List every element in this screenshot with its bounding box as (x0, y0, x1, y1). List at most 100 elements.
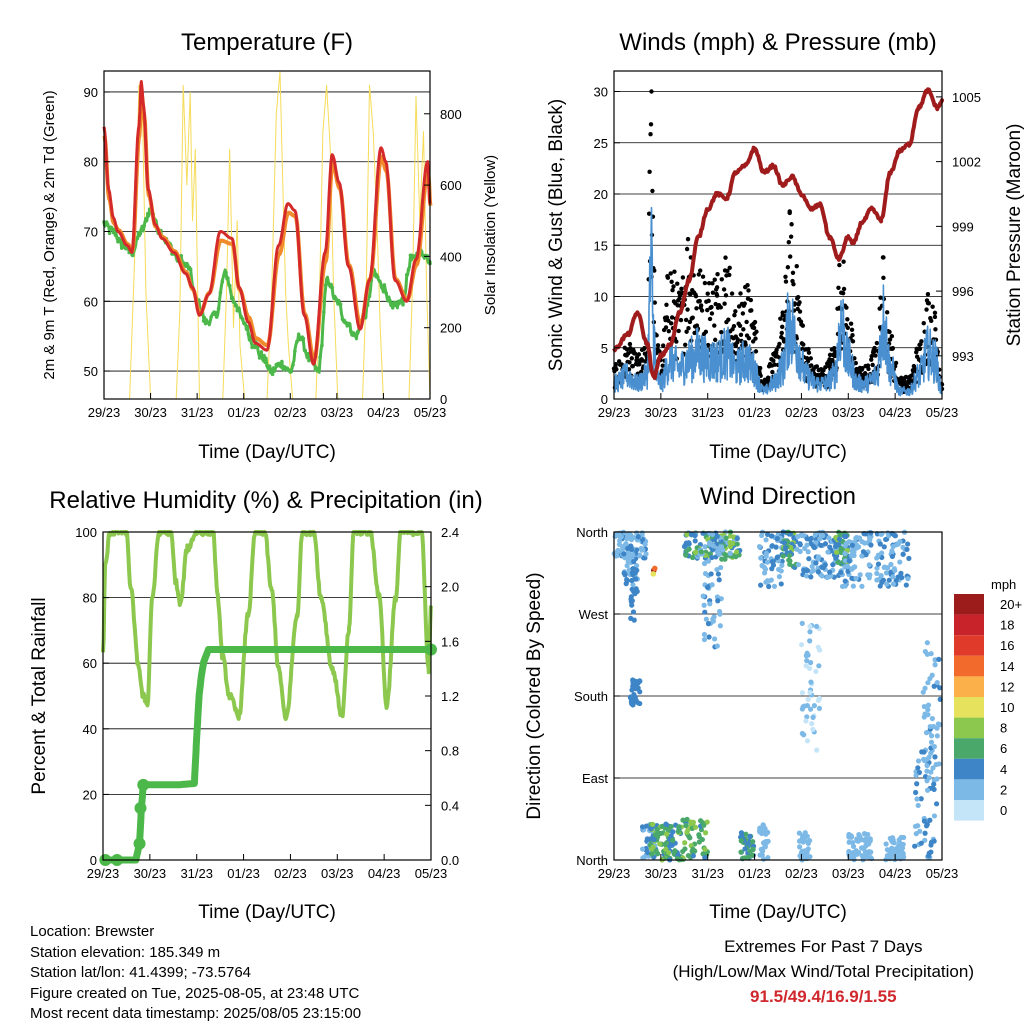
direction-point (702, 571, 709, 577)
gust-point (723, 293, 729, 298)
gust-point (801, 342, 806, 347)
direction-point (927, 817, 933, 823)
direction-point (814, 747, 820, 753)
temperature-x-ticks: 29/23 30/23 31/23 01/23 02/23 03/23 04/23 05/23 (88, 393, 446, 420)
dewpoint-point (338, 302, 343, 307)
x-tick-label: 04/23 (368, 866, 401, 881)
direction-point (853, 575, 859, 582)
x-tick-label: 04/23 (879, 866, 912, 881)
direction-point (646, 836, 653, 842)
direction-point (827, 544, 833, 550)
gust-point (814, 364, 820, 369)
temp-9m-line (102, 92, 433, 362)
direction-point (702, 544, 708, 550)
direction-point (712, 636, 718, 642)
direction-point (816, 695, 823, 701)
direction-point (634, 588, 640, 595)
direction-point (727, 550, 733, 557)
direction-point (846, 834, 852, 840)
direction-point (643, 823, 650, 829)
direction-point (683, 822, 689, 829)
gust-point (852, 356, 857, 361)
dewpoint-point (381, 289, 386, 294)
x-tick-label: 03/23 (832, 866, 865, 881)
dewpoint-point (246, 332, 251, 336)
gust-point (652, 268, 657, 273)
gust-point (823, 365, 828, 370)
direction-point (708, 571, 714, 577)
direction-point (756, 544, 763, 550)
direction-point (807, 689, 813, 696)
legend-label: 14 (1000, 659, 1014, 674)
direction-point (787, 558, 793, 564)
gust-point (889, 334, 895, 339)
y2-tick-label: 1002 (952, 155, 981, 170)
direction-point (921, 818, 927, 824)
direction-point (795, 562, 802, 568)
gust-point (671, 284, 676, 289)
precip-point (134, 802, 147, 815)
y-tick-label: North (576, 525, 608, 540)
direction-point (890, 581, 897, 587)
direction-point (686, 546, 692, 552)
x-tick-label: 29/23 (598, 405, 631, 420)
gust-point (731, 323, 737, 329)
gust-point (699, 308, 705, 313)
dewpoint-point (280, 359, 284, 364)
gust-point (630, 364, 635, 369)
dewpoint-point (144, 216, 148, 221)
direction-point (890, 574, 896, 580)
gust-point (727, 272, 732, 278)
direction-point (763, 840, 769, 847)
gust-point (698, 268, 703, 273)
direction-point (866, 840, 872, 846)
gust-point (929, 318, 934, 324)
gust-point (710, 290, 716, 295)
direction-point (684, 829, 690, 835)
dewpoint-point (322, 310, 326, 314)
x-tick-label: 03/23 (321, 405, 354, 420)
direction-point (692, 538, 698, 544)
direction-point (804, 738, 811, 744)
gust-point (841, 259, 846, 264)
dewpoint-point (376, 275, 380, 280)
direction-point (813, 560, 819, 566)
direction-point (808, 574, 814, 580)
x-tick-label: 02/23 (274, 866, 307, 881)
gust-point (675, 281, 680, 286)
direction-point (928, 769, 934, 775)
direction-point (663, 821, 669, 827)
gust-point (790, 270, 796, 275)
gust-point (742, 301, 747, 306)
gust-point (806, 346, 811, 352)
direction-point (804, 657, 810, 664)
direction-point (639, 846, 646, 852)
gust-point (713, 337, 718, 343)
humidity-y2-ticks: 0.0 0.4 0.8 1.2 1.6 2.0 2.4 (425, 525, 459, 868)
gust-point (778, 316, 783, 321)
x-tick-label: 31/23 (691, 866, 724, 881)
direction-point (924, 651, 931, 657)
gust-point (669, 315, 675, 320)
direction-point (666, 849, 672, 856)
station-latlon: Station lat/lon: 41.4399; -73.5764 (30, 964, 252, 981)
y-tick-label: 80 (83, 591, 97, 606)
direction-point (822, 562, 828, 568)
gust-point (679, 286, 684, 291)
direction-point (787, 531, 793, 537)
direction-point (710, 616, 716, 622)
x-tick-label: 05/23 (415, 866, 448, 881)
direction-point (628, 537, 635, 543)
direction-point (717, 623, 723, 629)
direction-point (787, 552, 793, 559)
gust-point (770, 369, 775, 375)
dewpoint-point (213, 312, 217, 317)
x-tick-label: 05/23 (926, 866, 959, 881)
direction-point (926, 775, 932, 781)
direction-plot-area (611, 529, 943, 863)
gust-point (632, 351, 638, 356)
x-tick-label: 03/23 (321, 866, 354, 881)
gust-point (694, 306, 699, 311)
direction-point (630, 609, 637, 615)
